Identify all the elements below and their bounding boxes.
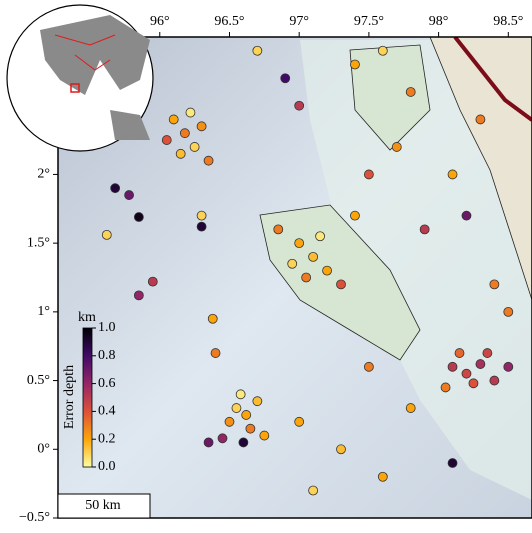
- event: [225, 417, 234, 426]
- event: [337, 280, 346, 289]
- event: [462, 369, 471, 378]
- event: [236, 390, 245, 399]
- event: [378, 472, 387, 481]
- colorbar-tick-label: 1.0: [98, 320, 116, 335]
- event: [134, 291, 143, 300]
- event: [208, 314, 217, 323]
- event: [274, 225, 283, 234]
- colorbar-ramp: [83, 328, 92, 467]
- event: [337, 445, 346, 454]
- event: [406, 87, 415, 96]
- colorbar-title: Error depth: [62, 365, 77, 429]
- y-tick-label: 0.5°: [27, 373, 50, 388]
- event: [295, 239, 304, 248]
- event: [162, 136, 171, 145]
- x-tick-label: 98.5°: [493, 14, 523, 29]
- event: [176, 149, 185, 158]
- colorbar-tick-label: 0.4: [98, 404, 116, 419]
- event: [232, 404, 241, 413]
- page: {"chart_data": { "type": "scatter", "col…: [0, 0, 532, 528]
- colorbar-tick-label: 0.6: [98, 376, 116, 391]
- event: [211, 349, 220, 358]
- event: [246, 424, 255, 433]
- event: [476, 360, 485, 369]
- event: [253, 397, 262, 406]
- event: [169, 115, 178, 124]
- y-tick-label: 1°: [37, 304, 50, 319]
- event: [490, 280, 499, 289]
- event: [392, 142, 401, 151]
- colorbar-unit: km: [78, 310, 96, 325]
- y-tick-label: 1.5°: [27, 235, 50, 250]
- event: [448, 459, 457, 468]
- event: [455, 349, 464, 358]
- event: [134, 213, 143, 222]
- event: [378, 46, 387, 55]
- event: [295, 417, 304, 426]
- event: [469, 379, 478, 388]
- event: [288, 259, 297, 268]
- event: [197, 211, 206, 220]
- event: [281, 74, 290, 83]
- map: 96° 96.5° 97° 97.5° 98° 98.5° −0.5° 0° 0.5° 1° 1.5…: [0, 0, 532, 528]
- event: [350, 60, 359, 69]
- event: [323, 266, 332, 275]
- y-tick-label: 0°: [37, 442, 50, 457]
- event: [462, 211, 471, 220]
- event: [148, 277, 157, 286]
- event: [309, 486, 318, 495]
- y-tick-label: 2°: [37, 167, 50, 182]
- event: [218, 434, 227, 443]
- event: [420, 225, 429, 234]
- colorbar-tick-label: 0.8: [98, 348, 116, 363]
- event: [197, 122, 206, 131]
- event: [302, 273, 311, 282]
- event: [180, 129, 189, 138]
- scale-bar-label: 50 km: [85, 498, 121, 513]
- event: [441, 383, 450, 392]
- event: [483, 349, 492, 358]
- event: [102, 230, 111, 239]
- event: [504, 307, 513, 316]
- event: [111, 184, 120, 193]
- event: [204, 156, 213, 165]
- event: [309, 252, 318, 261]
- event: [295, 101, 304, 110]
- event: [242, 410, 251, 419]
- event: [448, 362, 457, 371]
- event: [476, 115, 485, 124]
- x-tick-label: 96°: [150, 14, 170, 29]
- event: [448, 170, 457, 179]
- event: [253, 46, 262, 55]
- y-tick-label: −0.5°: [19, 510, 50, 525]
- event: [260, 431, 269, 440]
- x-tick-label: 97°: [289, 14, 309, 29]
- x-tick-label: 98°: [429, 14, 449, 29]
- event: [364, 362, 373, 371]
- colorbar-tick-label: 0.2: [98, 431, 116, 446]
- event: [504, 362, 513, 371]
- inset-globe: [7, 5, 153, 151]
- event: [316, 232, 325, 241]
- event: [350, 211, 359, 220]
- event: [190, 142, 199, 151]
- event: [364, 170, 373, 179]
- colorbar-tick-label: 0.0: [98, 459, 116, 474]
- event: [490, 376, 499, 385]
- event: [197, 222, 206, 231]
- event: [204, 438, 213, 447]
- x-tick-label: 97.5°: [354, 14, 384, 29]
- event: [125, 191, 134, 200]
- event: [406, 404, 415, 413]
- event: [239, 438, 248, 447]
- x-tick-label: 96.5°: [214, 14, 244, 29]
- event: [186, 108, 195, 117]
